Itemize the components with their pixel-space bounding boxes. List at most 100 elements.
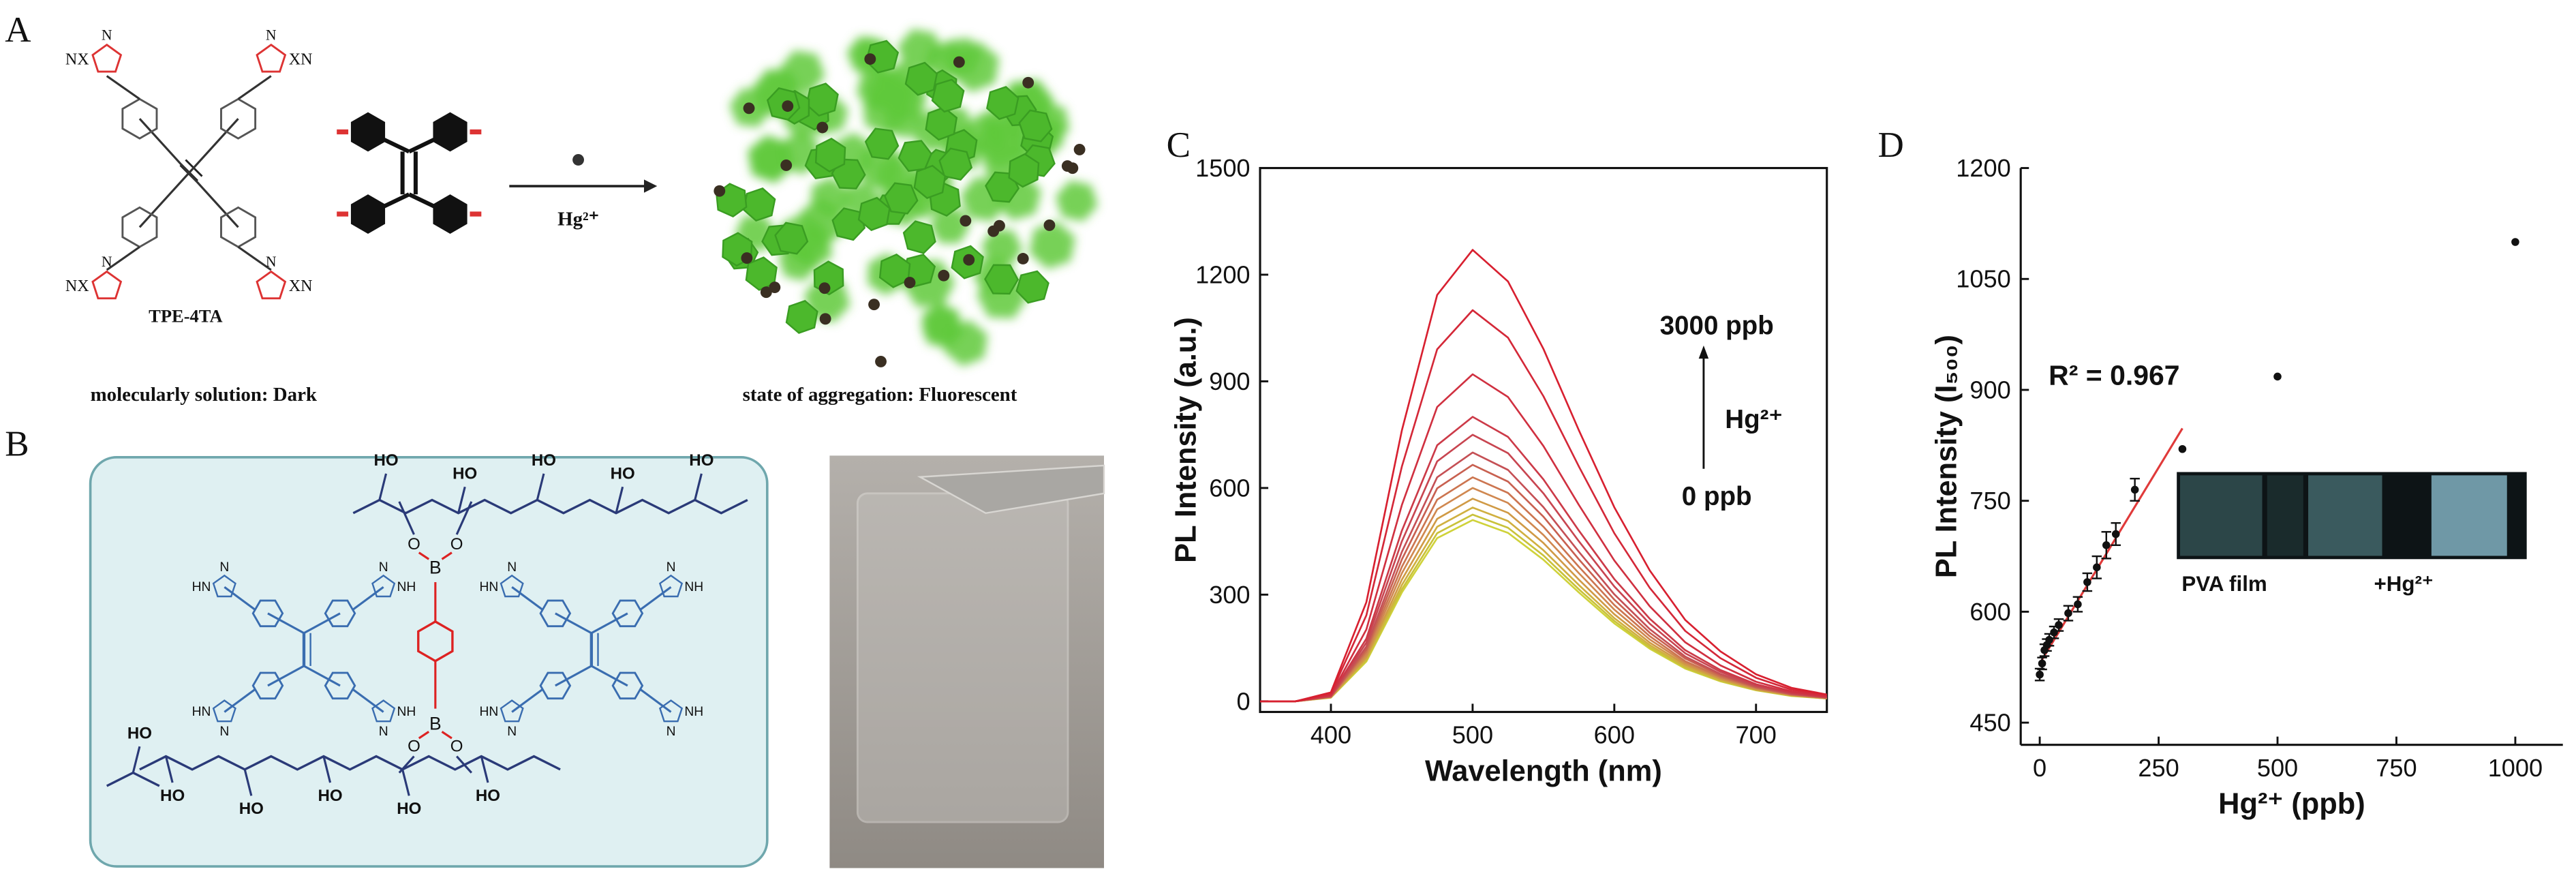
inset-film xyxy=(2431,475,2507,556)
group-label: XN xyxy=(289,277,313,295)
data-point xyxy=(2083,578,2091,586)
bond xyxy=(694,473,703,500)
bond xyxy=(352,586,384,611)
atom-label: N xyxy=(219,560,229,575)
ion-dot xyxy=(780,160,793,171)
atom-label: N xyxy=(219,725,229,739)
aggregate-ring xyxy=(865,40,900,74)
y-tick-label: 600 xyxy=(1209,474,1250,502)
data-point xyxy=(2045,635,2053,644)
ion-dot xyxy=(1043,219,1056,231)
aggregate-ring xyxy=(884,182,919,215)
atom-label: HN xyxy=(192,580,211,594)
x-tick-label: 750 xyxy=(2376,754,2417,782)
ion-dot xyxy=(1073,144,1086,155)
aggregate-ring xyxy=(986,86,1019,121)
ion-dot xyxy=(864,53,876,65)
tetrazole-ring xyxy=(500,699,524,723)
aggregate-ring xyxy=(857,196,891,232)
polymer-chain xyxy=(139,755,561,771)
plot-frame xyxy=(1259,166,1828,714)
aggregate-ring xyxy=(864,127,900,160)
phenyl-ring xyxy=(611,599,644,628)
atom-label: N xyxy=(379,560,388,575)
aggregate-ring xyxy=(1018,109,1053,142)
atom-label: NH xyxy=(684,705,703,719)
phenyl-ring xyxy=(121,206,158,248)
phenyl-ring xyxy=(539,671,572,700)
y-tick-label: 300 xyxy=(1209,581,1250,609)
aggregate-ring xyxy=(925,106,958,141)
oxygen-label: O xyxy=(408,535,420,553)
tetrazole-ring xyxy=(658,699,684,723)
phenyl-icon xyxy=(350,112,386,152)
x-axis-title: Hg²⁺ (ppb) xyxy=(2218,787,2365,820)
bond xyxy=(536,473,545,500)
boron-label: B xyxy=(429,557,442,577)
atom-label: N xyxy=(666,560,676,575)
x-tick-label: 1000 xyxy=(2488,754,2543,782)
atom-label: N xyxy=(666,725,676,739)
aggregate-ring xyxy=(897,29,943,72)
data-point xyxy=(2093,563,2101,572)
phenyl-ring xyxy=(220,206,257,248)
panel-label: A xyxy=(5,10,31,50)
aggregate-ring xyxy=(922,302,961,345)
bond xyxy=(639,586,672,611)
data-point xyxy=(2036,670,2044,679)
bond xyxy=(639,688,672,713)
inset-label: PVA film xyxy=(2181,572,2267,596)
bond xyxy=(188,172,239,228)
y-tick-label: 900 xyxy=(1969,376,2010,404)
y-tick-label: 600 xyxy=(1969,598,2010,626)
ion-dot xyxy=(782,100,794,112)
tetrazole-ring xyxy=(658,574,684,598)
aggregate-ring xyxy=(785,299,818,334)
ion-dot xyxy=(1017,253,1029,264)
tetrazole-ring xyxy=(256,270,287,300)
ion-dot xyxy=(816,121,829,134)
inset-film xyxy=(2180,475,2263,556)
ion-dot xyxy=(963,254,975,266)
tetrazole-ring xyxy=(91,270,123,300)
hydroxyl-label: HO xyxy=(373,451,398,470)
x-tick-label: 0 xyxy=(2033,754,2046,782)
ion-dot xyxy=(868,299,880,311)
panel-label: B xyxy=(5,425,29,464)
phenyl-ring xyxy=(324,671,356,700)
tetrazole-ring xyxy=(256,43,287,73)
spectrum-line xyxy=(1260,476,1827,703)
oxygen-label: O xyxy=(450,535,463,553)
hydroxyl-label: HO xyxy=(318,787,342,805)
ion-dot xyxy=(819,313,831,325)
annotation: Hg²⁺ xyxy=(1725,405,1783,434)
x-axis-title: Wavelength (nm) xyxy=(1425,755,1662,787)
phenyl-icon xyxy=(433,194,467,234)
bond xyxy=(511,688,544,713)
bond xyxy=(224,688,256,713)
bond xyxy=(132,746,141,774)
x-tick-label: 700 xyxy=(1736,721,1777,749)
bond xyxy=(591,665,628,687)
bond xyxy=(398,501,415,535)
bond xyxy=(267,665,305,687)
bond xyxy=(615,486,624,514)
group-label: XN xyxy=(289,50,313,68)
atom-label: N xyxy=(507,725,517,739)
bond xyxy=(511,586,544,611)
y-tick-label: 1050 xyxy=(1956,265,2010,293)
aggregate-ring xyxy=(1029,221,1075,269)
ion-dot xyxy=(760,286,772,299)
aggregate-ring xyxy=(902,220,936,254)
atom-label: HN xyxy=(480,580,499,594)
film-photo xyxy=(829,455,1104,868)
boron-label: B xyxy=(429,713,442,733)
bond xyxy=(303,612,341,635)
atom-label: N xyxy=(102,27,112,43)
data-point xyxy=(2050,628,2058,637)
aggregate-ring xyxy=(904,61,938,96)
aggregate-ring xyxy=(981,228,1023,267)
arrow-head xyxy=(1698,345,1709,359)
atom-label: NH xyxy=(684,580,703,594)
